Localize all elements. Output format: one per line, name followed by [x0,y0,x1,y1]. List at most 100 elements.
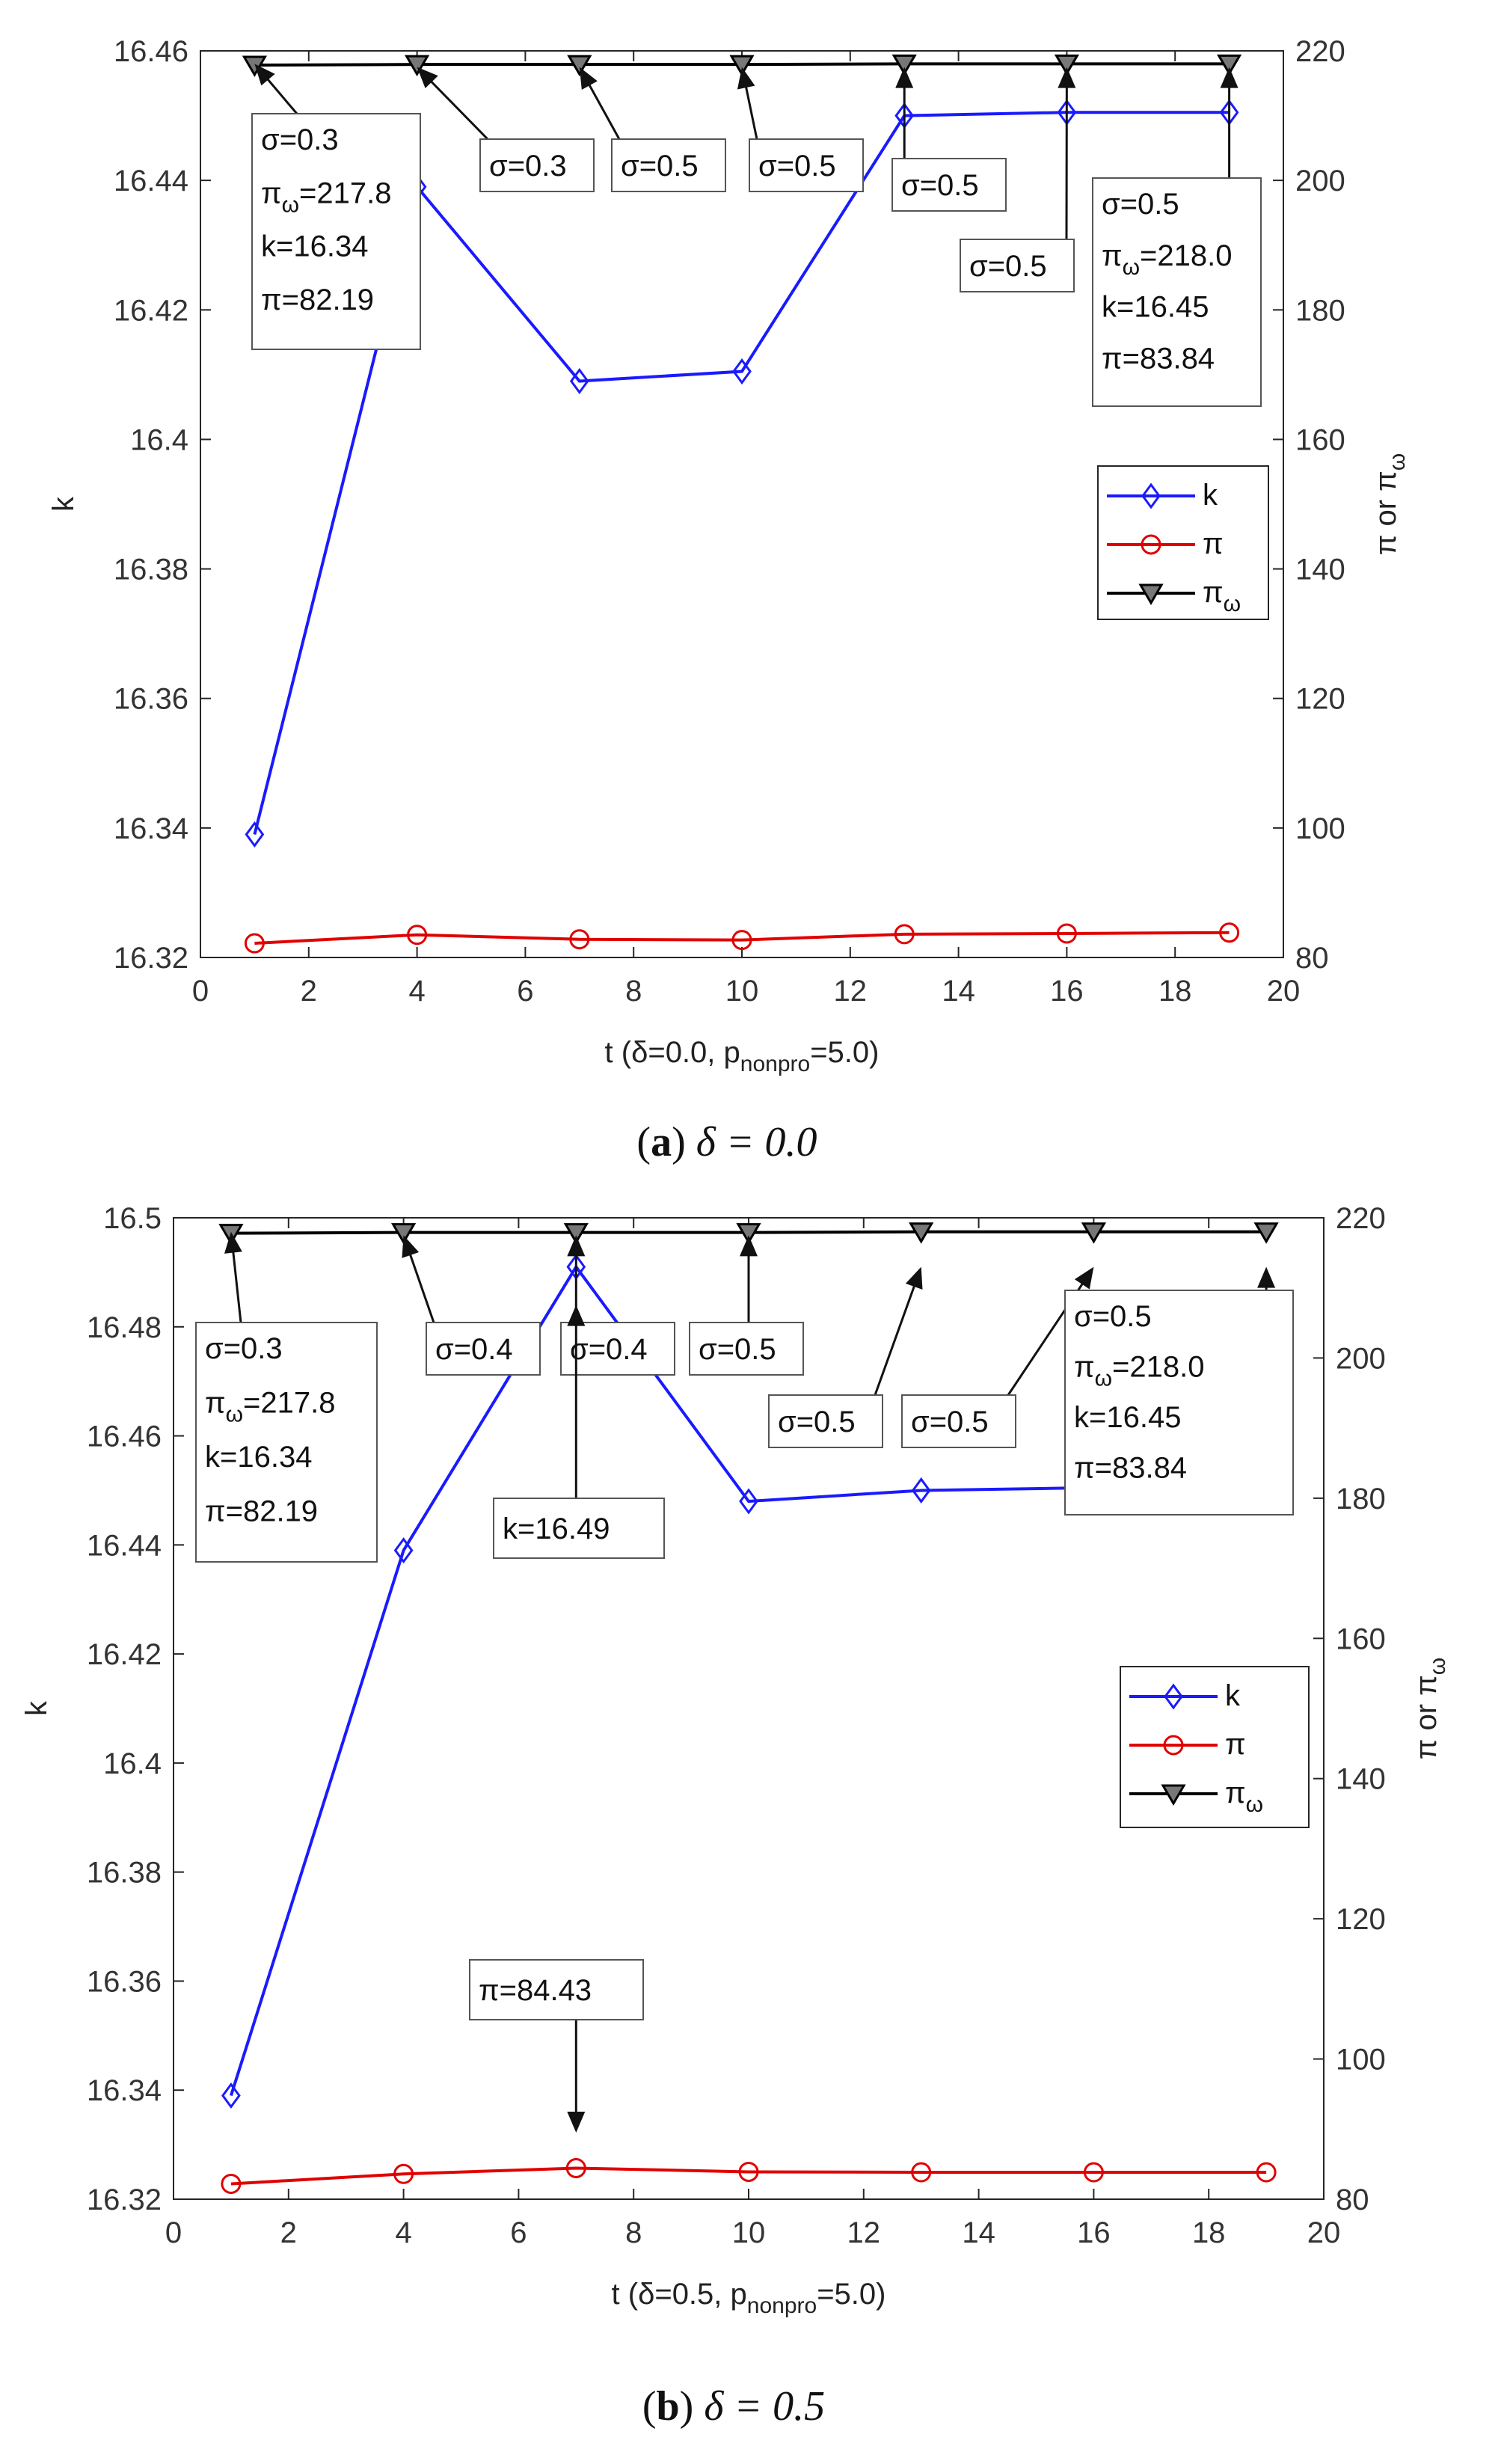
y-left-tick-label: 16.38 [114,554,188,586]
y-left-tick-label: 16.38 [87,1857,162,1890]
y-right-tick-label: 140 [1336,1763,1386,1796]
x-axis-label: t (δ=0.5, pnonpro=5.0) [612,2278,886,2318]
legend-label: k [1225,1679,1241,1712]
annotation-text: σ=0.3 [261,123,339,156]
y-left-tick-label: 16.34 [87,2074,162,2107]
y-right-tick-label: 140 [1295,554,1345,586]
y-right-tick-label: 100 [1336,2044,1386,2077]
y-left-tick-label: 16.36 [114,683,188,716]
annotation-text: σ=0.4 [435,1333,513,1366]
x-tick-label: 16 [1050,975,1084,1008]
data-point [1216,54,1242,76]
annotation-text: σ=0.3 [489,150,567,183]
y-left-tick-label: 16.4 [103,1747,162,1780]
data-point [911,1477,931,1504]
annotation: σ=0.5 [960,67,1076,292]
legend-label: π [1203,527,1224,560]
annotation-text: π=82.19 [261,284,374,316]
y-left-tick-label: 16.5 [103,1202,162,1235]
x-tick-label: 2 [301,975,317,1008]
annotation-text: πω=218.0 [1102,239,1233,280]
x-tick-label: 0 [192,975,209,1008]
annotation: σ=0.4 [560,1235,675,1376]
x-axis-label: t (δ=0.0, pnonpro=5.0) [605,1036,880,1076]
x-tick-label: 6 [510,2216,527,2249]
annotation: σ=0.3 πω=217.8 k=16.34 π=82.19 [195,1231,378,1563]
annotation-box [251,113,421,350]
x-tick-label: 14 [942,975,975,1008]
y-right-tick-label: 160 [1336,1622,1386,1655]
data-point [731,930,752,951]
annotation-box [768,1394,883,1448]
annotation: π=84.43 [469,1959,644,2133]
y-left-tick-label: 16.48 [87,1311,162,1344]
annotation-text: k=16.45 [1074,1401,1181,1434]
data-point [563,1223,589,1245]
annotation-arrowhead [1074,1266,1094,1290]
data-point [569,367,589,395]
x-tick-label: 18 [1192,2216,1226,2249]
annotation: σ=0.5 πω=218.0 k=16.45 π=83.84 [1064,1266,1294,1516]
data-point [242,55,268,78]
annotation-text: k=16.34 [205,1441,312,1474]
annotation: σ=0.5 [891,67,1007,212]
legend-box [1097,465,1269,620]
annotation-arrowhead [579,67,598,90]
annotation-arrowhead [567,1305,586,1326]
y-right-axis-label: π or πω [1410,1658,1450,1759]
data-point [1056,923,1077,944]
y-right-tick-label: 120 [1336,1903,1386,1936]
data-point [1083,2162,1104,2183]
y-left-tick-label: 16.34 [114,812,188,845]
annotation-arrowhead [737,67,755,90]
annotation-text: π=83.84 [1074,1452,1187,1485]
y-left-tick-label: 16.36 [87,1965,162,1998]
y-left-tick-label: 16.32 [114,942,188,975]
data-point [565,2157,586,2178]
x-tick-label: 10 [732,2216,766,2249]
annotation-box [560,1322,675,1376]
annotation-box [1092,177,1262,407]
legend-item: k [1107,479,1218,512]
annotation-box [195,1322,378,1563]
caption-text: (b) δ = 0.5 [642,2383,825,2430]
annotation-box [891,158,1007,212]
annotation-arrowhead [567,1235,586,1257]
annotation-text: σ=0.3 [205,1332,283,1365]
caption: (a) δ = 0.0 [636,1119,817,1165]
annotation: k=16.49 [493,1305,665,1559]
y-left-tick-label: 16.4 [130,423,188,456]
data-point [407,925,428,946]
data-point [738,2161,759,2182]
x-tick-label: 6 [517,975,533,1008]
data-point [1054,54,1080,76]
data-point [729,55,755,77]
y-left-tick-label: 16.44 [114,165,188,197]
legend-marker [1138,583,1164,605]
annotation: σ=0.3 [417,67,595,192]
y-right-tick-label: 220 [1336,1202,1386,1235]
x-tick-label: 14 [962,2216,995,2249]
x-tick-label: 18 [1158,975,1192,1008]
x-tick-label: 12 [834,975,868,1008]
annotation-arrowhead [224,1231,242,1254]
x-tick-label: 10 [725,975,759,1008]
x-tick-label: 4 [395,2216,411,2249]
legend-box [1120,1666,1310,1828]
annotation-box [611,138,726,192]
annotation-text: σ=0.5 [969,250,1047,283]
annotation-box [1064,1290,1294,1516]
x-tick-label: 12 [847,2216,881,2249]
y-left-tick-label: 16.32 [87,2183,162,2216]
annotation: σ=0.5 [901,1266,1094,1448]
annotation-arrowhead [740,1235,758,1257]
legend-item: πω [1107,576,1241,616]
series-line [230,2166,1267,2186]
x-tick-label: 16 [1077,2216,1111,2249]
y-left-axis-label: k [20,1700,53,1716]
legend-label: π [1225,1728,1246,1761]
y-right-tick-label: 200 [1336,1342,1386,1375]
annotation-arrow [874,1269,921,1396]
data-point [244,933,265,954]
data-point [221,2173,242,2194]
